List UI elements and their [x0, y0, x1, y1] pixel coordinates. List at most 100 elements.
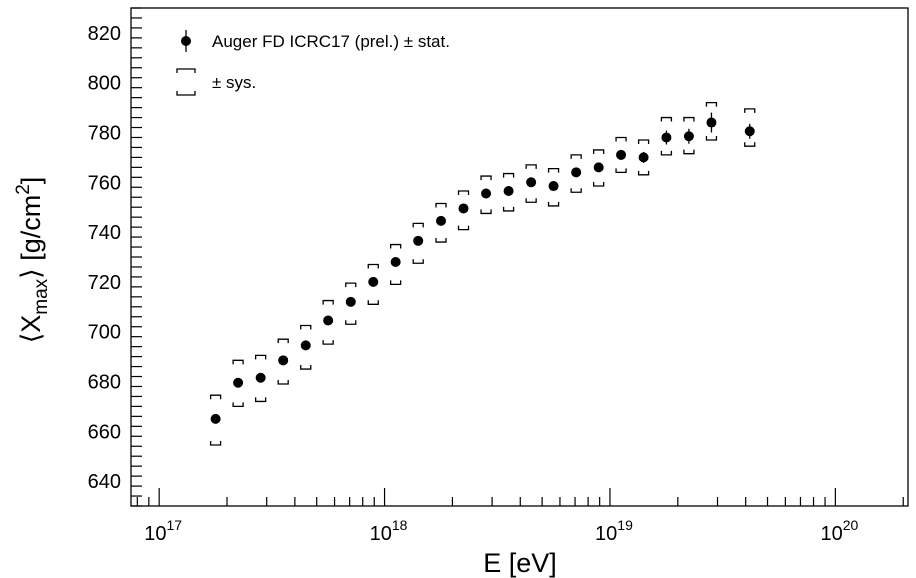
sys-bracket-lower [547, 201, 560, 207]
data-point [503, 186, 514, 197]
sys-bracket-lower [254, 397, 267, 403]
data-point [345, 296, 356, 307]
sys-bracket-lower [525, 198, 537, 203]
y-axis-ticks: 640 660 680 700 720 740 760 780 800 820 [88, 7, 142, 507]
y-tick-label: 680 [88, 372, 121, 394]
data-point [571, 167, 582, 178]
sys-bracket-upper [637, 139, 650, 144]
sys-bracket-lower [683, 149, 695, 155]
sys-bracket-lower [593, 182, 605, 187]
sys-bracket-upper [300, 324, 312, 330]
sys-bracket-upper [345, 282, 357, 288]
data-point [413, 235, 424, 246]
legend-label-sys: ± sys. [212, 73, 256, 92]
y-axis-title-close: ] [16, 177, 46, 185]
sys-bracket-lower [209, 440, 222, 446]
sys-bracket-upper [367, 263, 379, 269]
sys-bracket-upper [435, 202, 447, 208]
systematic-brackets [209, 101, 756, 446]
sys-bracket-lower [232, 402, 244, 408]
sys-bracket-lower [480, 209, 492, 215]
legend-marker-sys [176, 68, 196, 96]
y-axis-title: ⟨Xmax⟩ [g/cm2] [13, 177, 52, 344]
sys-bracket-upper [480, 175, 492, 181]
legend-label-stat: Auger FD ICRC17 (prel.) ± stat. [212, 32, 450, 51]
sys-bracket-lower [705, 135, 718, 141]
data-point [593, 162, 604, 173]
x-tick-label: 1020 [820, 517, 858, 545]
data-point [368, 276, 379, 287]
sys-bracket-upper [660, 116, 673, 122]
sys-bracket-lower [277, 379, 289, 385]
sys-bracket-lower [300, 365, 312, 370]
x-axis-ticks: 1017 1018 1019 1020 [136, 488, 904, 545]
sys-bracket-lower [744, 142, 756, 147]
sys-bracket-upper [412, 222, 424, 228]
sys-bracket-upper [593, 149, 605, 154]
y-tick-label: 720 [88, 272, 121, 294]
data-point [706, 117, 717, 128]
legend: Auger FD ICRC17 (prel.) ± stat. ± sys. [176, 30, 450, 96]
data-point [233, 377, 244, 388]
sys-bracket-upper [232, 359, 244, 365]
data-point [436, 215, 447, 226]
sys-bracket-lower [457, 225, 470, 231]
y-tick-label: 660 [88, 421, 121, 443]
sys-bracket-upper [683, 116, 695, 122]
sys-bracket-lower [390, 280, 402, 286]
sys-bracket-lower [322, 340, 334, 345]
sys-bracket-upper [744, 108, 756, 113]
data-point [683, 131, 694, 142]
data-point [278, 355, 289, 366]
data-point [390, 256, 401, 267]
y-tick-label: 740 [88, 222, 121, 244]
sys-bracket-upper [547, 167, 560, 173]
data-points [210, 112, 755, 424]
sys-bracket-upper [277, 338, 289, 344]
data-point [661, 132, 672, 143]
data-point [548, 181, 559, 192]
y-tick-label: 820 [88, 23, 121, 45]
x-tick-label: 1018 [370, 517, 408, 545]
y-tick-label: 780 [88, 123, 121, 145]
data-point [323, 315, 334, 326]
sys-bracket-lower [615, 168, 627, 173]
x-axis-title: E [eV] [483, 548, 557, 578]
sys-bracket-upper [254, 354, 267, 360]
sys-bracket-upper [705, 101, 718, 107]
data-point [300, 340, 311, 351]
x-tick-label: 1019 [595, 517, 633, 545]
sys-bracket-upper [525, 164, 537, 169]
sys-bracket-upper [209, 394, 222, 400]
y-axis-title-subscript: max [31, 278, 52, 314]
sys-bracket-lower [502, 206, 515, 212]
sys-bracket-lower [660, 150, 673, 156]
sys-bracket-lower [435, 238, 447, 243]
x-tick-label: 1017 [144, 517, 182, 545]
legend-marker-stat [181, 30, 191, 52]
sys-bracket-upper [502, 172, 515, 178]
y-axis-title-middle: ⟩ [g/cm [16, 195, 46, 279]
data-point [458, 203, 469, 214]
data-point [744, 126, 755, 137]
sys-bracket-upper [457, 190, 470, 196]
data-point [616, 149, 627, 160]
svg-text:⟨Xmax⟩ [g/cm2]: ⟨Xmax⟩ [g/cm2] [13, 177, 52, 344]
data-point [481, 188, 492, 199]
sys-bracket-upper [615, 136, 627, 142]
data-point [210, 413, 221, 424]
y-tick-label: 700 [88, 322, 121, 344]
data-point [638, 152, 649, 163]
y-axis-title-superscript: 2 [13, 184, 34, 195]
sys-bracket-lower [637, 170, 650, 176]
sys-bracket-upper [570, 154, 582, 159]
sys-bracket-lower [412, 259, 424, 264]
y-axis-title-open: ⟨X [16, 315, 46, 344]
y-tick-label: 800 [88, 73, 121, 95]
sys-bracket-lower [345, 320, 357, 325]
sys-bracket-upper [322, 299, 334, 305]
sys-bracket-upper [390, 243, 402, 249]
data-point [526, 177, 537, 188]
y-tick-label: 640 [88, 471, 121, 493]
